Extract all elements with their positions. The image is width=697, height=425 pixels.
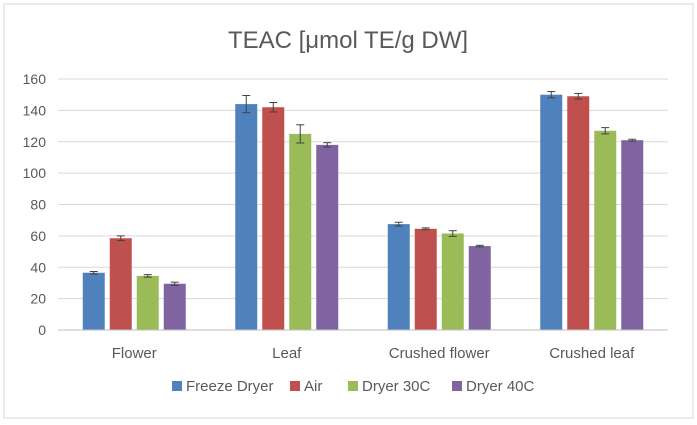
y-tick-label: 0 [38, 322, 46, 338]
bar-leaf-dryer-40c [316, 144, 339, 330]
bar-flower-dryer-30c [136, 275, 159, 330]
error-bars [89, 91, 637, 286]
bar-crushed-flower-dryer-40c [468, 246, 491, 330]
legend-label: Air [304, 378, 322, 395]
y-tick-label: 140 [23, 102, 47, 118]
bar-crushed-leaf-air [567, 96, 590, 330]
legend: Freeze Dryer Air Dryer 30C Dryer 40C [172, 378, 535, 395]
bar-crushed-flower-freeze-dryer [387, 224, 410, 330]
y-tick-label: 20 [30, 291, 46, 307]
bar-crushed-flower-air [414, 228, 437, 330]
y-tick-label: 160 [23, 71, 47, 87]
y-tick-label: 120 [23, 134, 47, 150]
bar-flower-air [109, 238, 132, 330]
legend-swatch-air [290, 381, 300, 391]
x-category-label: Crushed flower [389, 345, 490, 362]
legend-swatch-freeze-dryer [172, 381, 182, 391]
bar-flower-dryer-40c [163, 283, 186, 330]
legend-label: Dryer 40C [466, 378, 535, 395]
x-category-label: Flower [112, 345, 157, 362]
bar-crushed-leaf-dryer-30c [594, 130, 617, 330]
bar-flower-freeze-dryer [82, 272, 105, 330]
bar-leaf-dryer-30c [289, 133, 312, 330]
legend-swatch-dryer-30c [348, 381, 358, 391]
bars [82, 94, 644, 330]
y-tick-label: 80 [30, 197, 46, 213]
bar-crushed-leaf-dryer-40c [621, 140, 644, 330]
y-tick-label: 100 [23, 165, 47, 181]
legend-swatch-dryer-40c [452, 381, 462, 391]
legend-label: Freeze Dryer [186, 378, 274, 395]
bar-crushed-flower-dryer-30c [441, 233, 464, 330]
bar-crushed-leaf-freeze-dryer [540, 94, 563, 330]
y-axis-ticks: 0 20 40 60 80 100 120 140 160 [23, 71, 47, 338]
bar-leaf-air [262, 107, 285, 330]
x-axis-categories: Flower Leaf Crushed flower Crushed leaf [58, 329, 668, 362]
y-tick-label: 60 [30, 228, 46, 244]
y-tick-label: 40 [30, 259, 46, 275]
bar-leaf-freeze-dryer [235, 104, 258, 330]
chart-title: TEAC [μmol TE/g DW] [228, 27, 468, 54]
legend-label: Dryer 30C [362, 378, 431, 395]
x-category-label: Leaf [272, 345, 302, 362]
x-category-label: Crushed leaf [549, 345, 635, 362]
